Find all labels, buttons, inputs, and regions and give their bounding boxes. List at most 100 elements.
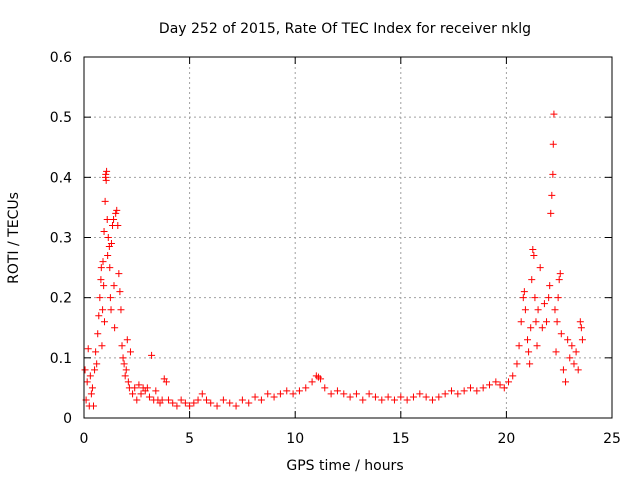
data-point: [492, 378, 500, 386]
data-point: [226, 399, 234, 407]
x-tick-label: 25: [603, 431, 621, 447]
axis-ticks: 0 5 10 15 20 25 0 0.1 0.2 0.3 0.4 0.5 0.6: [50, 50, 621, 447]
data-point: [559, 366, 567, 374]
x-axis-label: GPS time / hours: [286, 458, 403, 474]
data-point: [513, 360, 521, 368]
data-point: [120, 360, 128, 368]
data-point: [100, 227, 108, 235]
data-point: [570, 360, 578, 368]
data-point: [87, 390, 95, 398]
data-point: [441, 390, 449, 398]
data-point: [84, 345, 92, 353]
y-tick-label: 0.1: [50, 351, 72, 367]
x-tick-label: 20: [497, 431, 515, 447]
data-point: [100, 318, 108, 326]
data-point: [572, 348, 580, 356]
data-point: [534, 306, 542, 314]
data-point: [102, 176, 110, 184]
data-point: [519, 294, 527, 302]
data-point: [540, 300, 548, 308]
data-point: [152, 387, 160, 395]
data-point: [557, 330, 565, 338]
data-point: [202, 396, 210, 404]
data-point: [115, 270, 123, 278]
data-point: [577, 324, 585, 332]
data-point: [124, 378, 132, 386]
data-point: [543, 318, 551, 326]
data-point: [121, 372, 129, 380]
data-point: [158, 396, 166, 404]
data-point: [117, 306, 125, 314]
data-point: [251, 393, 259, 401]
data-point: [92, 348, 100, 356]
data-point: [509, 372, 517, 380]
data-point: [107, 240, 115, 248]
data-point: [352, 390, 360, 398]
data-point: [428, 396, 436, 404]
data-point: [97, 264, 105, 272]
data-point: [93, 360, 101, 368]
data-point: [95, 312, 103, 320]
data-point: [454, 390, 462, 398]
data-point: [97, 276, 105, 284]
data-point: [371, 393, 379, 401]
data-point: [91, 366, 99, 374]
data-point: [359, 396, 367, 404]
data-point: [496, 381, 504, 389]
data-point: [547, 209, 555, 217]
data-point: [500, 384, 508, 392]
data-point: [555, 276, 563, 284]
data-point: [548, 191, 556, 199]
data-point: [113, 206, 121, 214]
data-point: [177, 396, 185, 404]
data-point: [340, 390, 348, 398]
data-points: [81, 110, 586, 410]
data-point: [566, 354, 574, 362]
data-point: [238, 396, 246, 404]
data-point: [110, 282, 118, 290]
data-point: [531, 294, 539, 302]
data-point: [145, 393, 153, 401]
data-point: [551, 306, 559, 314]
data-point: [327, 390, 335, 398]
data-point: [505, 378, 513, 386]
data-point: [578, 336, 586, 344]
data-point: [283, 387, 291, 395]
data-point: [515, 342, 523, 350]
data-point: [529, 246, 537, 254]
data-point: [435, 393, 443, 401]
data-point: [447, 387, 455, 395]
y-tick-label: 0.2: [50, 291, 72, 307]
data-point: [317, 375, 325, 383]
data-point: [574, 366, 582, 374]
data-point: [198, 390, 206, 398]
data-point: [545, 294, 553, 302]
y-tick-label: 0: [63, 411, 72, 427]
data-point: [533, 342, 541, 350]
y-tick-label: 0.6: [50, 50, 72, 66]
x-tick-label: 5: [185, 431, 194, 447]
data-point: [550, 110, 558, 118]
data-point: [553, 318, 561, 326]
data-point: [104, 252, 112, 260]
data-point: [528, 276, 536, 284]
data-point: [276, 390, 284, 398]
data-point: [83, 378, 91, 386]
data-point: [270, 393, 278, 401]
data-point: [102, 170, 110, 178]
data-point: [107, 306, 115, 314]
data-point: [527, 324, 535, 332]
data-point: [532, 318, 540, 326]
data-point: [257, 396, 265, 404]
data-point: [333, 387, 341, 395]
data-point: [536, 264, 544, 272]
data-point: [103, 167, 111, 175]
data-point: [576, 318, 584, 326]
data-point: [164, 396, 172, 404]
data-point: [321, 384, 329, 392]
data-point: [135, 381, 143, 389]
data-point: [562, 378, 570, 386]
data-point: [549, 170, 557, 178]
data-point: [143, 384, 151, 392]
